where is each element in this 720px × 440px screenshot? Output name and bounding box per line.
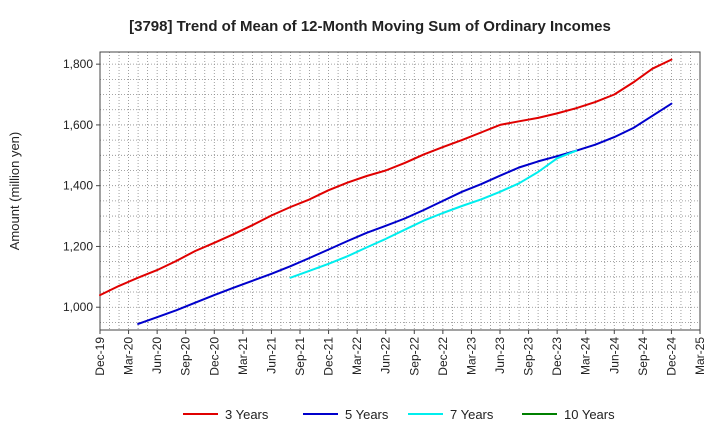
series-line-5-years	[137, 102, 673, 325]
x-tick-label: Jun-20	[150, 337, 164, 374]
legend-label-5-years: 5 Years	[345, 407, 389, 422]
x-tick-label: Dec-20	[207, 337, 221, 376]
y-tick-label: 1,600	[63, 118, 93, 132]
x-tick-label: Jun-24	[607, 337, 621, 374]
x-axis: Dec-19 Mar-20 Jun-20 Sep-20 Dec-20 Mar-21 Jun-…	[93, 330, 707, 376]
x-tick-label: Jun-22	[379, 337, 393, 374]
legend-label-7-years: 7 Years	[450, 407, 494, 422]
x-tick-label: Dec-23	[550, 337, 564, 376]
x-tick-label: Sep-22	[407, 337, 421, 376]
y-tick-label: 1,800	[63, 57, 93, 71]
y-axis-title: Amount (million yen)	[7, 132, 22, 251]
x-tick-label: Dec-22	[436, 337, 450, 376]
series-lines	[99, 58, 673, 325]
x-tick-label: Jun-21	[264, 337, 278, 374]
legend-label-3-years: 3 Years	[225, 407, 269, 422]
x-tick-label: Dec-24	[664, 337, 678, 376]
x-tick-label: Sep-20	[179, 337, 193, 376]
x-tick-label: Sep-23	[522, 337, 536, 376]
legend-label-10-years: 10 Years	[564, 407, 615, 422]
y-axis: 1,000 1,200 1,400 1,600 1,800	[63, 57, 100, 314]
x-tick-label: Dec-19	[93, 337, 107, 376]
x-tick-label: Mar-21	[236, 337, 250, 375]
x-tick-label: Jun-23	[493, 337, 507, 374]
legend: 3 Years 5 Years 7 Years 10 Years	[183, 407, 615, 422]
x-tick-label: Mar-22	[350, 337, 364, 375]
x-tick-label: Dec-21	[322, 337, 336, 376]
y-tick-label: 1,200	[63, 239, 93, 253]
x-tick-label: Sep-24	[636, 337, 650, 376]
series-line-7-years	[289, 149, 578, 279]
y-tick-label: 1,000	[63, 300, 93, 314]
x-tick-label: Sep-21	[293, 337, 307, 376]
y-tick-label: 1,400	[63, 179, 93, 193]
chart-title: [3798] Trend of Mean of 12-Month Moving …	[129, 18, 611, 35]
x-tick-label: Mar-23	[464, 337, 478, 375]
x-tick-label: Mar-20	[122, 337, 136, 375]
series-line-3-years	[99, 58, 673, 297]
grid	[100, 52, 700, 330]
plot-area	[99, 51, 701, 331]
x-tick-label: Mar-24	[579, 337, 593, 375]
x-tick-label: Mar-25	[693, 337, 707, 375]
